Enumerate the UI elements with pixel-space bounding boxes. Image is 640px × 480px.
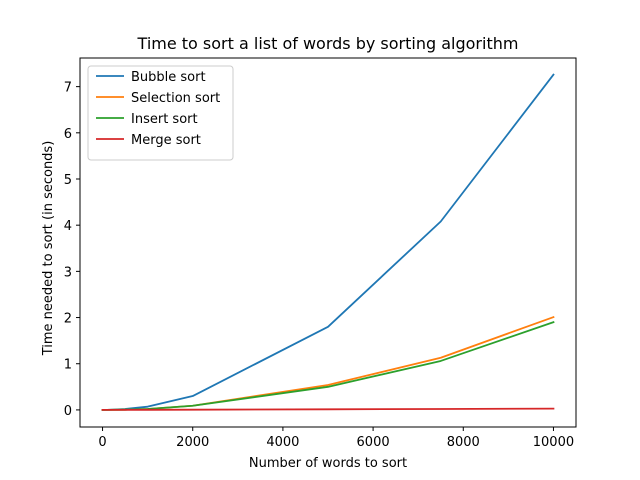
x-tick-label: 2000 bbox=[176, 435, 209, 450]
y-axis-label: Time needed to sort (in seconds) bbox=[41, 141, 56, 357]
legend-label-0: Bubble sort bbox=[131, 70, 206, 85]
y-tick-label: 4 bbox=[64, 219, 72, 234]
y-tick-label: 2 bbox=[64, 312, 72, 327]
legend-label-1: Selection sort bbox=[131, 91, 220, 106]
legend-box bbox=[87, 65, 234, 161]
x-tick-label: 6000 bbox=[357, 435, 390, 450]
x-axis-ticks: 0 2000 4000 6000 8000 10000 bbox=[98, 427, 574, 450]
y-tick-label: 5 bbox=[64, 173, 72, 188]
x-tick-label: 4000 bbox=[266, 435, 299, 450]
x-axis-label: Number of words to sort bbox=[249, 456, 407, 471]
y-tick-label: 0 bbox=[64, 404, 72, 419]
y-tick-label: 7 bbox=[64, 81, 72, 96]
y-tick-label: 3 bbox=[64, 265, 72, 280]
plot-lines bbox=[101, 73, 555, 411]
x-tick-label: 0 bbox=[98, 435, 106, 450]
legend: Bubble sort Selection sort Insert sort Merg… bbox=[87, 65, 234, 161]
axes bbox=[79, 57, 577, 428]
y-tick-label: 6 bbox=[64, 127, 72, 142]
chart-title: Time to sort a list of words by sorting … bbox=[137, 34, 519, 53]
series-line-3 bbox=[101, 407, 555, 411]
plot-frame bbox=[79, 57, 577, 428]
x-tick-label: 8000 bbox=[447, 435, 480, 450]
x-tick-label: 10000 bbox=[533, 435, 574, 450]
legend-label-2: Insert sort bbox=[131, 112, 198, 127]
y-tick-label: 1 bbox=[64, 358, 72, 373]
legend-label-3: Merge sort bbox=[131, 133, 201, 148]
y-axis-ticks: 0 1 2 3 4 5 6 7 bbox=[64, 81, 80, 419]
